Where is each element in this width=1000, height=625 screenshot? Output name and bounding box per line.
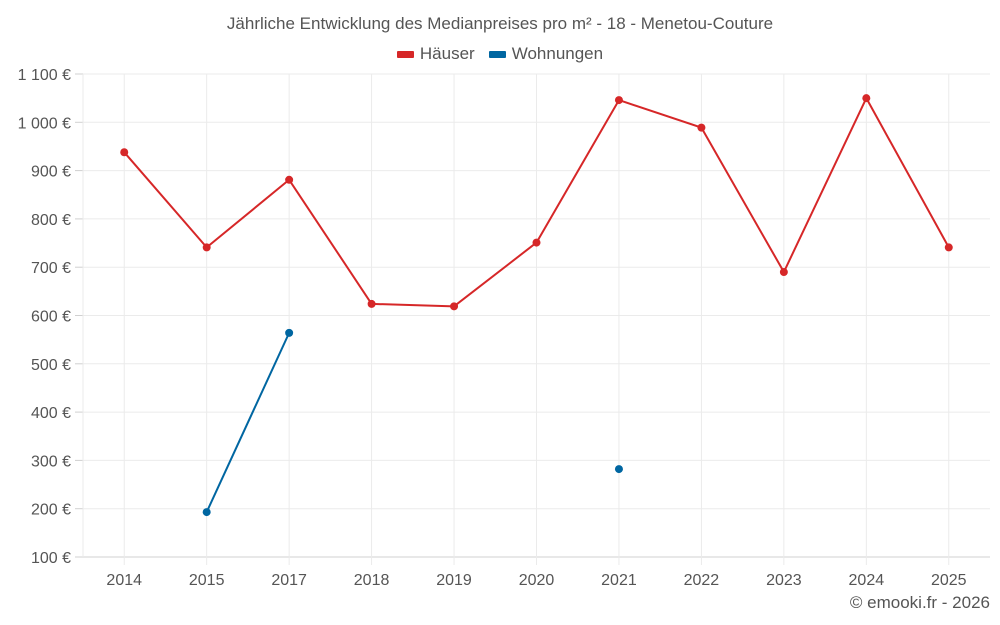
x-tick-label: 2021 bbox=[601, 572, 637, 589]
y-tick-label: 700 € bbox=[31, 260, 71, 277]
x-tick-label: 2015 bbox=[189, 572, 225, 589]
data-point-wohnungen[interactable] bbox=[285, 328, 294, 337]
x-tick-label: 2024 bbox=[849, 572, 885, 589]
copyright-footer: © emooki.fr - 2026 bbox=[849, 593, 990, 612]
legend-label-wohnungen: Wohnungen bbox=[511, 44, 604, 63]
data-point-wohnungen[interactable] bbox=[614, 465, 623, 474]
data-point-haeuser[interactable] bbox=[367, 299, 376, 308]
data-point-haeuser[interactable] bbox=[779, 268, 788, 277]
y-tick-label: 1 100 € bbox=[18, 67, 71, 84]
chart-title: Jährliche Entwicklung des Medianpreises … bbox=[226, 14, 774, 33]
data-point-haeuser[interactable] bbox=[532, 238, 541, 247]
x-tick-label: 2019 bbox=[436, 572, 472, 589]
data-point-haeuser[interactable] bbox=[614, 96, 623, 105]
legend-item-haeuser[interactable]: Häuser bbox=[396, 44, 475, 64]
data-point-haeuser[interactable] bbox=[697, 123, 706, 132]
data-point-haeuser[interactable] bbox=[862, 94, 871, 103]
legend-swatch-haeuser bbox=[396, 50, 414, 58]
data-point-haeuser[interactable] bbox=[285, 175, 294, 184]
y-tick-label: 200 € bbox=[31, 502, 71, 519]
y-tick-label: 500 € bbox=[31, 357, 71, 374]
data-point-wohnungen[interactable] bbox=[202, 508, 211, 517]
x-tick-label: 2025 bbox=[931, 572, 967, 589]
data-point-haeuser[interactable] bbox=[944, 243, 953, 252]
series-line-wohnungen bbox=[205, 332, 291, 513]
legend-item-wohnungen[interactable]: Wohnungen bbox=[488, 44, 604, 64]
x-tick-label: 2022 bbox=[684, 572, 720, 589]
data-point-haeuser[interactable] bbox=[202, 243, 211, 252]
data-point-haeuser[interactable] bbox=[450, 302, 459, 311]
y-tick-label: 300 € bbox=[31, 453, 71, 470]
x-tick-label: 2017 bbox=[271, 572, 307, 589]
legend-label-haeuser: Häuser bbox=[419, 44, 475, 63]
y-tick-label: 900 € bbox=[31, 164, 71, 181]
x-tick-label: 2023 bbox=[766, 572, 802, 589]
x-tick-label: 2018 bbox=[354, 572, 390, 589]
y-tick-label: 400 € bbox=[31, 405, 71, 422]
y-tick-label: 1 000 € bbox=[18, 115, 71, 132]
data-point-haeuser[interactable] bbox=[120, 148, 129, 157]
x-tick-label: 2020 bbox=[519, 572, 555, 589]
y-tick-label: 800 € bbox=[31, 212, 71, 229]
chart-legend: Häuser Wohnungen bbox=[0, 44, 1000, 64]
y-tick-label: 600 € bbox=[31, 309, 71, 326]
legend-swatch-wohnungen bbox=[488, 50, 506, 58]
x-tick-label: 2014 bbox=[106, 572, 142, 589]
y-tick-label: 100 € bbox=[31, 550, 71, 567]
